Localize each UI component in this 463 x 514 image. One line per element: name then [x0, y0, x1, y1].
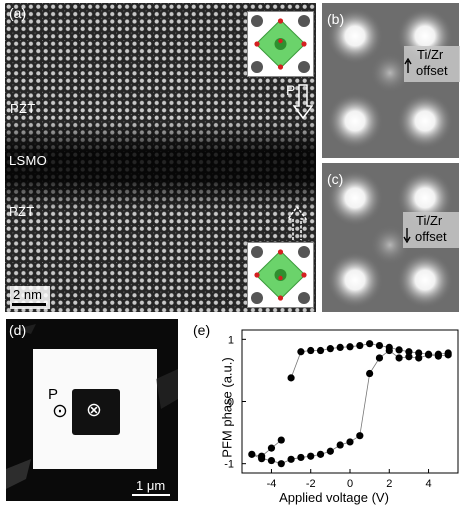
- y-tick-label: 1: [228, 334, 234, 346]
- data-point: [258, 455, 266, 463]
- pfm-domain-image: [6, 324, 178, 489]
- x-tick-label: -2: [306, 478, 316, 490]
- data-point: [336, 441, 344, 449]
- data-point: [415, 349, 423, 357]
- unit-cell-inset-top: [247, 11, 314, 77]
- panel-d-label: (d): [9, 322, 27, 338]
- dot-out-of-plane-icon: ⊙: [52, 401, 68, 422]
- data-point: [405, 348, 413, 356]
- layer-label-pzt-bottom: PZT: [9, 204, 35, 219]
- data-point: [297, 348, 305, 356]
- panel-d-scale-bar: [132, 494, 170, 496]
- panel-d-polarization-label: P: [48, 386, 59, 403]
- panel-b-offset-label: Ti/Zr offset: [404, 46, 460, 82]
- data-point: [248, 450, 256, 458]
- data-point: [444, 351, 452, 359]
- data-point: [395, 354, 403, 362]
- panel-a-scale-bar-text: 2 nm: [13, 287, 42, 302]
- data-point: [366, 340, 374, 348]
- arrow-down-icon: [293, 84, 313, 120]
- data-point: [375, 354, 384, 362]
- data-point: [356, 432, 364, 440]
- panel-b-label: (b): [327, 11, 345, 27]
- data-point: [424, 351, 433, 359]
- data-point: [356, 341, 364, 350]
- panel-c-label: (c): [327, 171, 344, 187]
- polarization-label: P: [286, 82, 296, 98]
- y-tick-label: 0: [228, 397, 234, 409]
- data-point: [316, 450, 325, 458]
- data-point: [287, 374, 295, 382]
- data-point: [326, 447, 334, 455]
- data-point: [336, 343, 344, 352]
- panel-c-atom-image: [327, 170, 453, 308]
- panel-c-offset-label: Ti/Zr offset: [403, 212, 459, 248]
- offset-text-line1: Ti/Zr: [417, 47, 444, 62]
- cross-into-plane-icon: ⊗: [86, 400, 102, 421]
- panel-e-label: (e): [193, 322, 211, 338]
- unit-cell-inset-bottom: [247, 242, 314, 308]
- panel-a-label: (a): [9, 5, 27, 21]
- series-line-1: [251, 350, 449, 465]
- y-tick-label: -1: [224, 459, 234, 471]
- panel-d-pfm-image: [6, 319, 178, 501]
- offset-text-line2: offset: [415, 229, 447, 244]
- data-point: [366, 369, 374, 378]
- data-point: [405, 353, 413, 361]
- chart-frame: [241, 329, 459, 474]
- data-point: [307, 346, 315, 355]
- data-point: [326, 345, 334, 353]
- data-point: [267, 456, 276, 465]
- x-tick-label: 4: [425, 478, 431, 490]
- x-tick-label: 2: [386, 478, 392, 490]
- data-point: [434, 352, 442, 360]
- data-point: [316, 346, 325, 355]
- offset-text-line1: Ti/Zr: [416, 213, 443, 228]
- data-point: [346, 438, 354, 446]
- offset-arrow-down-icon: [403, 228, 411, 243]
- data-point: [267, 444, 276, 452]
- data-point: [277, 436, 285, 444]
- data-point: [375, 341, 384, 350]
- arrow-up-icon: [287, 205, 307, 240]
- unit-cell-diagram-icon: [251, 246, 310, 304]
- data-point: [277, 460, 285, 468]
- x-tick-label: 0: [347, 478, 353, 490]
- panel-a-scale-bar: [12, 303, 46, 306]
- data-point: [297, 453, 305, 462]
- data-point: [346, 343, 354, 351]
- data-point: [385, 346, 393, 355]
- layer-label-pzt-top: PZT: [10, 101, 36, 116]
- data-point: [415, 354, 423, 362]
- layer-label-lsmo: LSMO: [9, 153, 48, 168]
- x-tick-label: -4: [267, 478, 277, 490]
- data-point: [395, 346, 403, 354]
- pfm-hysteresis-chart: -4 -2 0 2 4 -1 0 1: [224, 329, 459, 490]
- data-point: [307, 452, 315, 460]
- unit-cell-diagram-icon: [251, 15, 310, 73]
- panel-d-scale-bar-text: 1 μm: [136, 478, 166, 493]
- data-point: [287, 455, 295, 463]
- offset-arrow-up-icon: [404, 58, 412, 73]
- chart-xlabel: Applied voltage (V): [279, 490, 389, 505]
- offset-text-line2: offset: [416, 63, 448, 78]
